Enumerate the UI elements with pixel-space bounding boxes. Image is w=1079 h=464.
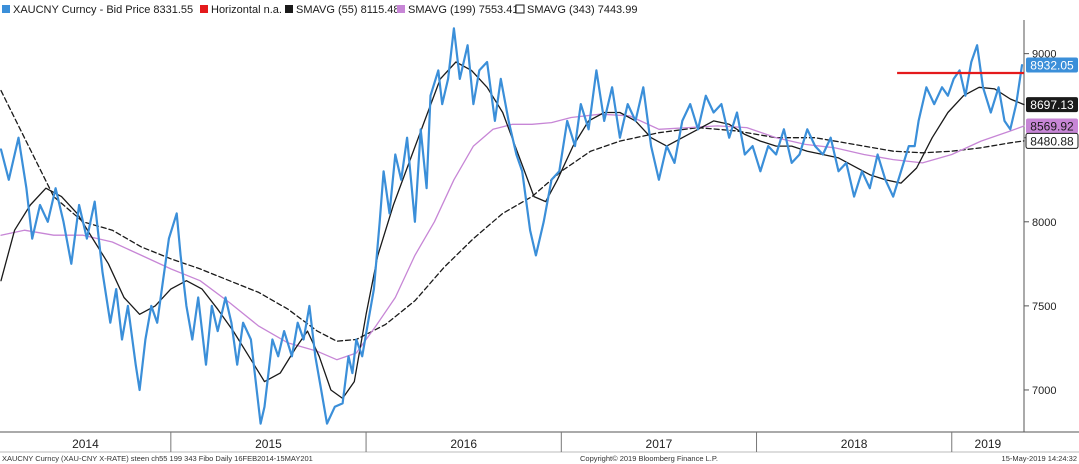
series-line-smavg-199	[0, 113, 1025, 361]
value-tag-label: 8697.13	[1030, 98, 1074, 112]
x-label-2017: 2017	[646, 437, 673, 451]
legend-label-bid-price: XAUCNY Curncy - Bid Price 8331.55	[13, 4, 193, 16]
footer-copyright-text: Copyright© 2019 Bloomberg Finance L.P.	[580, 454, 718, 463]
x-label-2016: 2016	[450, 437, 477, 451]
value-tag-8480.88: 8480.88	[1025, 132, 1079, 149]
value-tag-box	[1026, 97, 1078, 113]
legend-swatch-smavg-343	[515, 4, 525, 14]
y-tick-label-7500: 7500	[1032, 301, 1056, 313]
legend-swatch-horizontal	[200, 5, 208, 13]
legend-swatch-bid-price	[2, 5, 10, 13]
chart-legend: XAUCNY Curncy - Bid Price 8331.55 Horizo…	[2, 4, 637, 16]
series-line-xaucny-curncy-bid-price	[0, 27, 1024, 425]
value-tag-box	[1025, 132, 1079, 149]
series-line-smavg-343	[0, 89, 1025, 342]
value-tag-8932.05: 8932.05	[1026, 57, 1078, 73]
legend-label-smavg-199: SMAVG (199) 7553.41	[408, 4, 518, 16]
legend-swatch-smavg-199	[397, 5, 405, 13]
legend-swatch-smavg-55	[285, 5, 293, 13]
legend-label-horizontal: Horizontal n.a.	[211, 4, 282, 16]
series-layer	[0, 27, 1025, 425]
legend-label-smavg-343: SMAVG (343) 7443.99	[527, 4, 637, 16]
x-label-2015: 2015	[255, 437, 282, 451]
value-tag-box	[1026, 57, 1078, 73]
x-axis-labels: 2014 2015 2016 2017 2018 2019	[72, 432, 1002, 452]
value-tag-box	[1026, 118, 1078, 134]
value-tag-label: 8480.88	[1030, 134, 1074, 148]
value-tag-label: 8569.92	[1030, 119, 1074, 133]
x-label-2018: 2018	[841, 437, 868, 451]
value-tag-label: 8932.05	[1030, 59, 1074, 73]
y-tick-label-8000: 8000	[1032, 217, 1056, 229]
footer-timestamp-text: 15-May-2019 14:24:32	[1002, 454, 1077, 463]
value-tag-8569.92: 8569.92	[1026, 118, 1078, 133]
x-label-2014: 2014	[72, 437, 99, 451]
legend-label-smavg-55: SMAVG (55) 8115.48	[296, 4, 400, 16]
x-label-2019: 2019	[975, 437, 1002, 451]
y-tick-label-7000: 7000	[1032, 385, 1056, 397]
footer-left-text: XAUCNY Curncy (XAU-CNY X-RATE) steen ch5…	[2, 454, 313, 463]
series-line-smavg-55	[0, 61, 1025, 400]
value-tag-8697.13: 8697.13	[1026, 97, 1078, 113]
